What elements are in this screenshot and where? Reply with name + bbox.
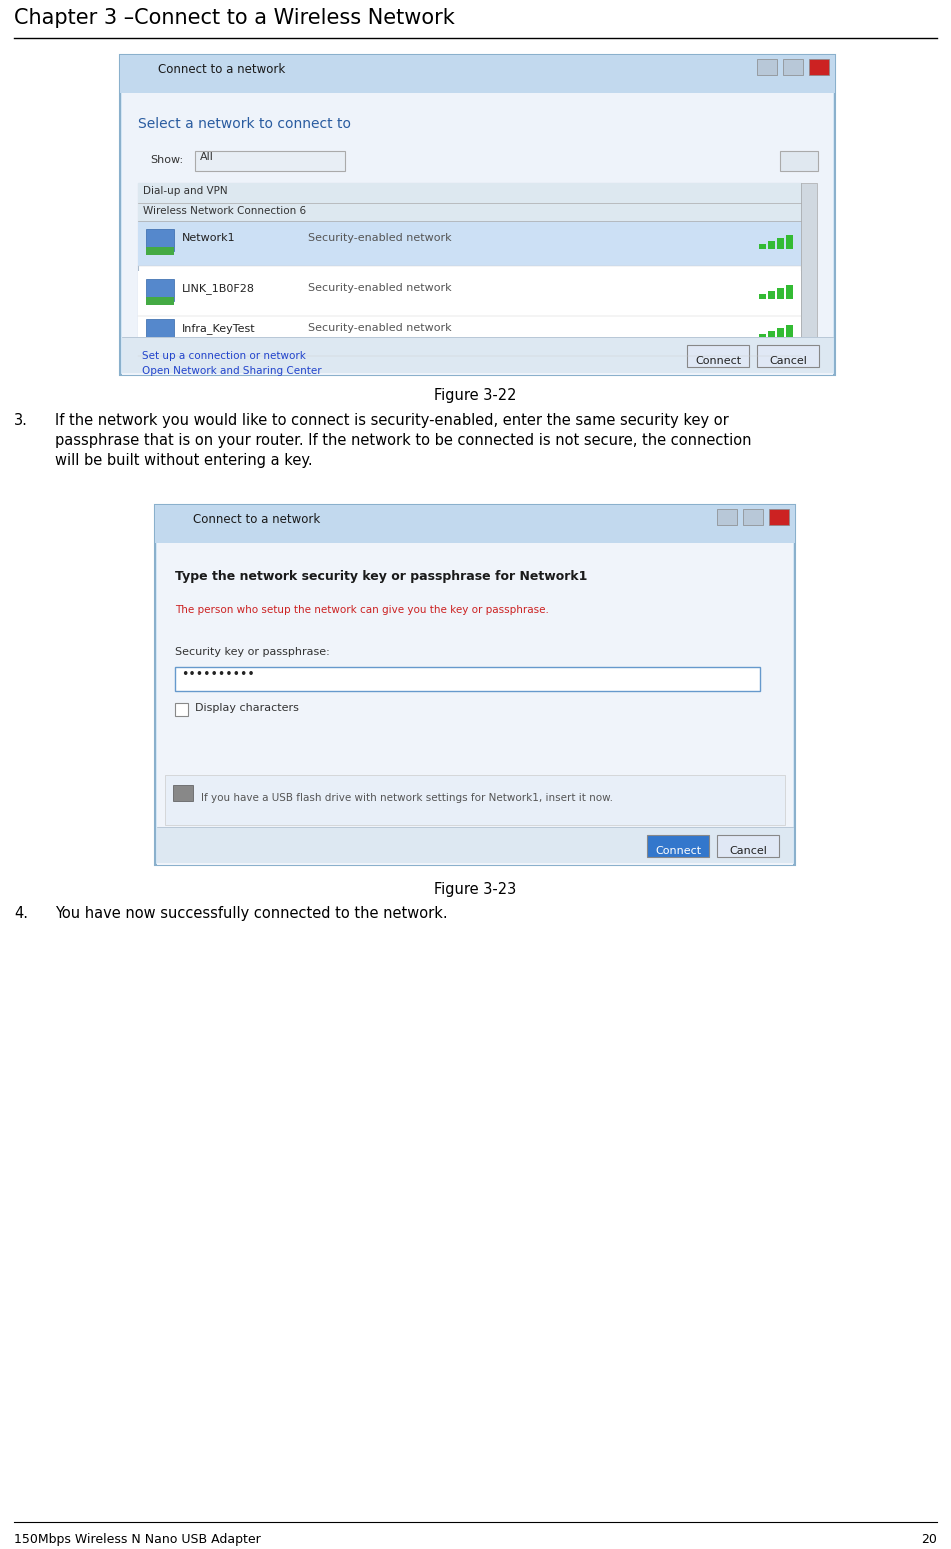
Bar	[801, 183, 817, 341]
Bar	[759, 294, 766, 299]
Text: Wireless Network Connection 6: Wireless Network Connection 6	[143, 206, 306, 215]
Text: 20: 20	[922, 1534, 937, 1546]
Bar	[786, 325, 793, 339]
Text: Open Network and Sharing Center: Open Network and Sharing Center	[142, 366, 321, 376]
Text: Display characters: Display characters	[195, 703, 299, 713]
Text: Cancel: Cancel	[729, 846, 767, 857]
Bar	[786, 235, 793, 249]
Bar	[157, 544, 793, 864]
Bar	[155, 505, 795, 544]
Bar	[757, 345, 819, 367]
Bar	[138, 203, 801, 222]
Bar	[717, 510, 737, 525]
Text: LINK_1B0F28: LINK_1B0F28	[182, 283, 255, 294]
Text: will be built without entering a key.: will be built without entering a key.	[55, 452, 313, 468]
Bar	[757, 59, 777, 74]
Text: If you have a USB flash drive with network settings for Network1, insert it now.: If you have a USB flash drive with netwo…	[201, 793, 613, 802]
Bar	[783, 59, 803, 74]
Bar	[777, 288, 784, 299]
Bar	[759, 245, 766, 249]
Text: Connect to a network: Connect to a network	[193, 513, 320, 527]
Text: Connect: Connect	[655, 846, 701, 857]
Text: 3.: 3.	[14, 414, 28, 428]
Text: passphrase that is on your router. If the network to be connected is not secure,: passphrase that is on your router. If th…	[55, 434, 751, 448]
Text: You have now successfully connected to the network.: You have now successfully connected to t…	[55, 906, 448, 922]
Bar	[138, 183, 801, 203]
Bar	[138, 183, 801, 341]
Text: Connect to a network: Connect to a network	[158, 64, 285, 76]
Text: 150Mbps Wireless N Nano USB Adapter: 150Mbps Wireless N Nano USB Adapter	[14, 1534, 261, 1546]
Text: Select a network to connect to: Select a network to connect to	[138, 118, 351, 132]
Bar	[122, 338, 833, 373]
Bar	[157, 827, 793, 863]
Text: Cancel: Cancel	[769, 356, 807, 366]
Text: Show:: Show:	[150, 155, 184, 166]
Bar	[138, 222, 801, 266]
Bar	[146, 229, 174, 251]
Bar	[743, 510, 763, 525]
Bar	[155, 505, 795, 864]
Text: Security-enabled network: Security-enabled network	[308, 232, 452, 243]
Bar	[138, 271, 801, 316]
Bar	[647, 835, 709, 857]
Text: ••••••••••: ••••••••••	[181, 668, 255, 682]
Text: Security key or passphrase:: Security key or passphrase:	[175, 647, 330, 657]
Text: Dial-up and VPN: Dial-up and VPN	[143, 186, 227, 197]
Bar	[175, 668, 760, 691]
Bar	[786, 285, 793, 299]
Bar	[173, 785, 193, 801]
Text: If the network you would like to connect is security-enabled, enter the same sec: If the network you would like to connect…	[55, 414, 728, 428]
Text: 4.: 4.	[14, 906, 28, 922]
Bar	[175, 703, 188, 716]
Text: Network1: Network1	[182, 232, 236, 243]
Bar	[768, 291, 775, 299]
Text: Type the network security key or passphrase for Network1: Type the network security key or passphr…	[175, 570, 588, 582]
Bar	[146, 279, 174, 301]
Text: The person who setup the network can give you the key or passphrase.: The person who setup the network can giv…	[175, 606, 549, 615]
Bar	[768, 242, 775, 249]
Bar	[146, 246, 174, 256]
Bar	[777, 239, 784, 249]
Bar	[809, 59, 829, 74]
Text: Security-enabled network: Security-enabled network	[308, 283, 452, 293]
Bar	[138, 311, 801, 356]
Bar	[769, 510, 789, 525]
Text: Security-enabled network: Security-enabled network	[308, 324, 452, 333]
Bar	[165, 774, 785, 826]
Text: Figure 3-23: Figure 3-23	[434, 881, 516, 897]
Text: Figure 3-22: Figure 3-22	[434, 387, 516, 403]
Bar	[777, 328, 784, 339]
Text: Infra_KeyTest: Infra_KeyTest	[182, 324, 256, 335]
Text: Set up a connection or network: Set up a connection or network	[142, 352, 306, 361]
Bar	[195, 150, 345, 170]
Bar	[122, 93, 833, 375]
Bar	[146, 338, 174, 345]
Bar	[146, 297, 174, 305]
Bar	[768, 331, 775, 339]
Bar	[780, 150, 818, 170]
Bar	[120, 56, 835, 375]
Bar	[687, 345, 749, 367]
Text: All: All	[200, 152, 214, 163]
Bar	[717, 835, 779, 857]
Bar	[146, 319, 174, 341]
Text: Connect: Connect	[695, 356, 741, 366]
Bar	[120, 56, 835, 93]
Text: Chapter 3 –Connect to a Wireless Network: Chapter 3 –Connect to a Wireless Network	[14, 8, 455, 28]
Bar	[759, 335, 766, 339]
